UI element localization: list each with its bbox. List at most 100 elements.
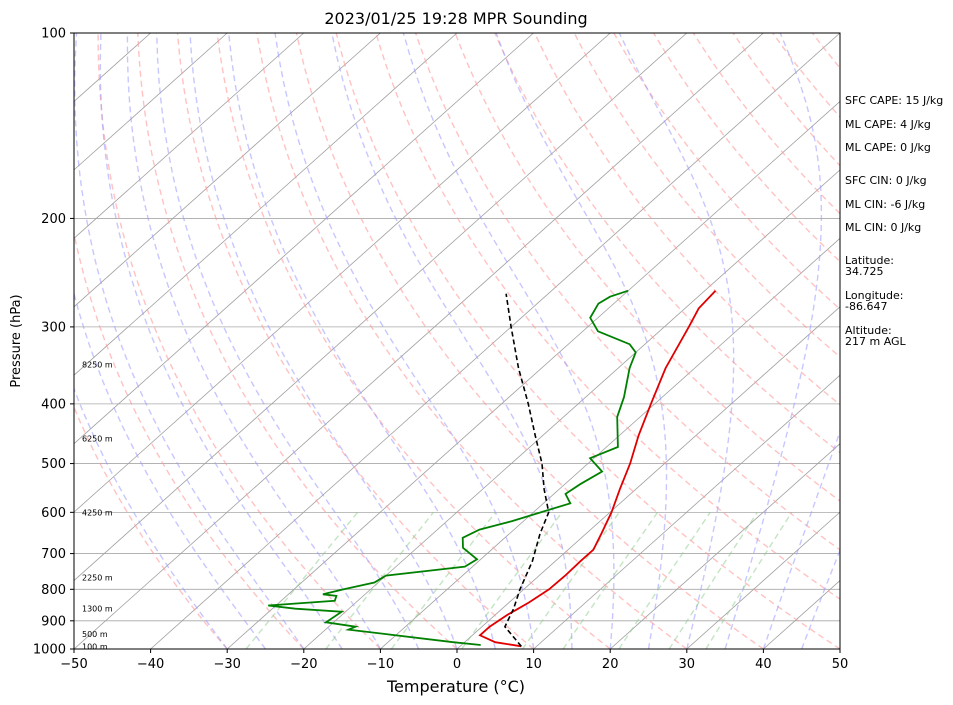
mixing-ratio-line [521, 511, 620, 649]
dry-adiabat-line [137, 33, 458, 649]
isotherm-line [380, 237, 840, 649]
temperature-profile [478, 290, 717, 648]
mixing-ratio-line [461, 511, 563, 649]
altitude-label: Altitude: [845, 324, 892, 337]
height-label: 100 m [82, 642, 108, 651]
moist-adiabat-line [331, 33, 573, 649]
moist-adiabat-line [99, 33, 343, 649]
moist-adiabat-line [126, 33, 382, 649]
ml-cin-text-2: ML CIN: 0 J/kg [845, 221, 921, 234]
y-tick-label: 200 [41, 212, 66, 227]
altitude-value: 217 m AGL [845, 335, 907, 348]
x-tick-label: −30 [213, 657, 240, 672]
dry-adiabat-line [533, 33, 840, 406]
y-tick-label: 100 [41, 27, 66, 42]
isotherm-line [303, 169, 840, 649]
dry-adiabat-line [256, 33, 688, 649]
moist-adiabat-line [724, 33, 823, 649]
y-axis: 1000 900 800 700 600 500 400 300 200 100 [33, 27, 74, 658]
moist-adiabat-line [495, 33, 668, 649]
dry-adiabat-line [613, 33, 840, 311]
latitude-value: 34.725 [845, 265, 884, 278]
dry-adiabat-line [375, 33, 840, 600]
x-tick-label: −20 [290, 657, 317, 672]
y-tick-label: 800 [41, 583, 66, 598]
y-tick-label: 400 [41, 397, 66, 412]
latitude-label: Latitude: [845, 254, 894, 267]
isotherm-line [74, 33, 534, 445]
height-label: 500 m [82, 630, 108, 639]
x-tick-label: 20 [602, 657, 619, 672]
height-label: 8250 m [82, 360, 113, 369]
y-tick-label: 900 [41, 614, 66, 629]
height-label: 2250 m [82, 573, 113, 582]
isotherm-line [74, 33, 381, 308]
dry-adiabat-line [692, 33, 840, 215]
mixing-ratio-line [668, 511, 758, 649]
isotherm-line [74, 33, 305, 239]
y-axis-label: Pressure (hPa) [9, 294, 24, 387]
sfc-cape-text: SFC CAPE: 15 J/kg [845, 94, 943, 107]
mixing-ratio-line [562, 511, 659, 649]
dry-adiabat-line [494, 33, 840, 454]
dewpoint-profile [268, 289, 637, 646]
isotherm-line [686, 511, 840, 649]
dry-adiabat-line [454, 33, 840, 502]
dry-adiabat-line [931, 33, 953, 649]
isotherm-line [609, 443, 840, 649]
moist-adiabat-line [402, 33, 615, 649]
dry-adiabat-line [216, 33, 611, 649]
y-tick-label: 500 [41, 457, 66, 472]
x-axis-label: Temperature (°C) [386, 677, 525, 696]
sfc-cin-text: SFC CIN: 0 J/kg [845, 174, 927, 187]
moist-adiabat-line [274, 33, 535, 649]
longitude-value: -86.647 [845, 300, 887, 313]
height-label: 4250 m [82, 508, 113, 517]
dry-adiabat-line [295, 33, 764, 649]
dry-adiabat-line [335, 33, 840, 649]
dry-adiabat-line [97, 33, 381, 649]
isotherm-line [74, 33, 611, 513]
parcel-profile [503, 293, 550, 647]
mixing-ratio-line [325, 511, 434, 649]
y-tick-label: 300 [41, 320, 66, 335]
x-tick-label: −50 [60, 657, 87, 672]
mixing-ratio-line [618, 511, 711, 649]
moist-adiabat-line [74, 386, 228, 649]
dry-adiabat-line [732, 33, 840, 167]
isotherm-line [74, 33, 688, 582]
longitude-label: Longitude: [845, 289, 903, 302]
x-axis: −50 −40 −30 −20 −10 0 10 20 30 40 50 [60, 649, 848, 672]
dry-adiabat-line [176, 33, 535, 649]
profile-lines [268, 289, 717, 648]
dry-adiabat-line [573, 33, 840, 358]
height-label: 1300 m [82, 605, 113, 614]
isotherm-line [533, 374, 840, 649]
x-tick-label: 40 [755, 657, 772, 672]
mixing-ratio-line [705, 511, 793, 649]
y-tick-label: 700 [41, 547, 66, 562]
isotherm-line [226, 100, 840, 649]
x-tick-label: 0 [453, 657, 461, 672]
mixing-ratio-line [390, 511, 496, 649]
mixing-ratio-line [245, 511, 359, 649]
height-label: 6250 m [82, 434, 113, 443]
dry-adiabat-line [74, 230, 305, 649]
dry-adiabat-line [414, 33, 840, 551]
ml-cin-text: ML CIN: -6 J/kg [845, 198, 925, 211]
height-labels: 100 m 500 m 1300 m 2250 m 4250 m 6250 m 8250 m [82, 360, 113, 651]
isotherm-line [150, 33, 840, 649]
x-tick-label: −40 [137, 657, 164, 672]
background-lines [74, 33, 953, 649]
x-tick-label: −10 [367, 657, 394, 672]
isotherm-line [74, 33, 458, 376]
x-tick-label: 10 [525, 657, 542, 672]
isotherm-line [456, 306, 840, 649]
moist-adiabat-line [74, 290, 267, 649]
moist-adiabat-line [228, 33, 496, 649]
chart-title: 2023/01/25 19:28 MPR Sounding [324, 9, 587, 28]
moist-adiabat-line [156, 33, 420, 649]
x-tick-label: 50 [832, 657, 849, 672]
isotherm-line [74, 33, 764, 649]
